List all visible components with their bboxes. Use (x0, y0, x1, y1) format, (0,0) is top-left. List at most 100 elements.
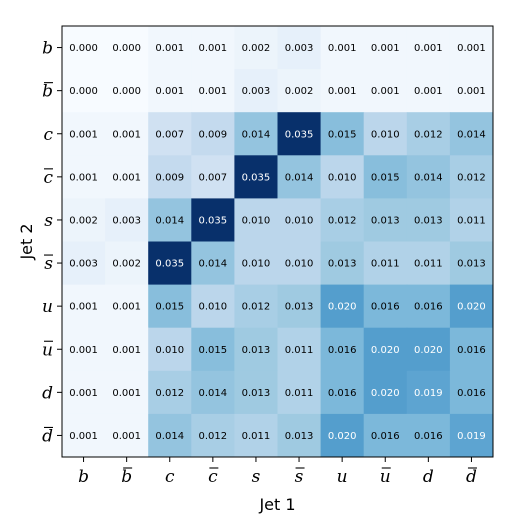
cell-value-label: 0.010 (242, 259, 271, 270)
heatmap-cell (62, 370, 106, 415)
cell-value-label: 0.013 (242, 345, 271, 356)
heatmap-cell (105, 241, 149, 286)
cell-value-label: 0.012 (155, 388, 184, 399)
cell-value-label: 0.002 (69, 215, 98, 226)
cell-value-label: 0.003 (242, 86, 271, 97)
cell-value-label: 0.016 (371, 302, 400, 313)
cell-value-label: 0.001 (457, 43, 486, 54)
heatmap-cell (191, 327, 235, 372)
cell-value-label: 0.013 (371, 215, 400, 226)
heatmap-cell (148, 327, 192, 372)
cell-value-label: 0.013 (285, 302, 314, 313)
y-axis-label: Jet 2 (17, 223, 36, 260)
heatmap-cell (148, 198, 192, 242)
heatmap-cell (406, 26, 451, 70)
cell-value-label: 0.002 (285, 86, 314, 97)
cell-value-label: 0.001 (414, 86, 443, 97)
cell-value-label: 0.002 (112, 259, 141, 270)
y-tick-label: d (42, 383, 53, 403)
heatmap-cell (449, 370, 494, 415)
heatmap-cell (105, 112, 149, 156)
cell-value-label: 0.020 (371, 345, 400, 356)
heatmap-cell (62, 155, 106, 199)
cell-value-label: 0.001 (69, 302, 98, 313)
cell-value-label: 0.001 (112, 431, 141, 442)
x-tick-label: b (78, 467, 89, 487)
heatmap-cell (148, 112, 192, 156)
heatmap-cell (277, 370, 322, 415)
heatmap-cell (406, 69, 451, 113)
cell-value-label: 0.000 (112, 86, 141, 97)
heatmap-cell (449, 413, 494, 458)
cell-value-label: 0.016 (328, 345, 357, 356)
y-axis-ticks: b b c c s s u u d d (42, 39, 62, 446)
heatmap-cell (105, 26, 149, 70)
cell-value-label: 0.020 (328, 302, 357, 313)
heatmap-cell (62, 413, 106, 458)
cell-value-label: 0.010 (242, 215, 271, 226)
plot-frame (61, 25, 494, 458)
y-tick-label: s (44, 254, 53, 274)
heatmap-cell (62, 327, 106, 372)
cell-value-label: 0.013 (328, 259, 357, 270)
cell-value-label: 0.016 (328, 388, 357, 399)
x-tick-label: c (165, 467, 175, 487)
heatmap-cell (105, 69, 149, 113)
heatmap-cell (62, 241, 106, 286)
heatmap-cell (234, 112, 278, 156)
heatmap-cell (449, 112, 494, 156)
heatmap-cell (62, 26, 106, 70)
cell-value-label: 0.001 (199, 43, 228, 54)
cell-value-label: 0.015 (155, 302, 184, 313)
heatmap-cell (234, 413, 278, 458)
cell-value-label: 0.012 (457, 172, 486, 183)
cell-value-label: 0.001 (112, 129, 141, 140)
heatmap-cell (148, 284, 192, 329)
heatmap-cells: 0.000 0.000 0.001 0.001 0.002 0.003 0.001 0.001… (62, 26, 494, 458)
cell-value-label: 0.003 (69, 259, 98, 270)
heatmap-cell (191, 155, 235, 199)
heatmap-cell (277, 69, 322, 113)
heatmap-cell (148, 241, 192, 286)
heatmap-cell (320, 284, 365, 329)
heatmap-cell (363, 69, 408, 113)
cell-value-label: 0.001 (155, 43, 184, 54)
heatmap-cell (62, 284, 106, 329)
heatmap-cell (234, 284, 278, 329)
heatmap-cell (191, 198, 235, 242)
cell-value-label: 0.020 (371, 388, 400, 399)
cell-value-label: 0.011 (457, 215, 486, 226)
y-tick-label: u (42, 340, 53, 360)
cell-value-label: 0.001 (457, 86, 486, 97)
cell-value-label: 0.014 (155, 215, 184, 226)
cell-value-label: 0.009 (199, 129, 228, 140)
cell-value-label: 0.010 (285, 259, 314, 270)
cell-value-label: 0.010 (285, 215, 314, 226)
cell-value-label: 0.011 (242, 431, 271, 442)
heatmap-cell (363, 413, 408, 458)
x-axis-label: Jet 1 (258, 495, 295, 514)
heatmap-cell (320, 413, 365, 458)
heatmap-cell (234, 241, 278, 286)
cell-value-label: 0.001 (69, 129, 98, 140)
cell-value-label: 0.016 (371, 431, 400, 442)
heatmap-cell (320, 26, 365, 70)
heatmap-cell (406, 413, 451, 458)
cell-value-label: 0.010 (199, 302, 228, 313)
y-tick-label: u (42, 297, 53, 317)
cell-value-label: 0.000 (69, 86, 98, 97)
heatmap-cell (105, 284, 149, 329)
cell-value-label: 0.007 (155, 129, 184, 140)
cell-value-label: 0.001 (371, 86, 400, 97)
cell-value-label: 0.020 (457, 302, 486, 313)
heatmap-cell (363, 112, 408, 156)
cell-value-label: 0.014 (457, 129, 486, 140)
cell-value-label: 0.001 (414, 43, 443, 54)
heatmap-cell (105, 155, 149, 199)
x-tick-label: s (252, 467, 261, 487)
heatmap-cell (191, 413, 235, 458)
cell-value-label: 0.014 (155, 431, 184, 442)
heatmap-cell (148, 413, 192, 458)
